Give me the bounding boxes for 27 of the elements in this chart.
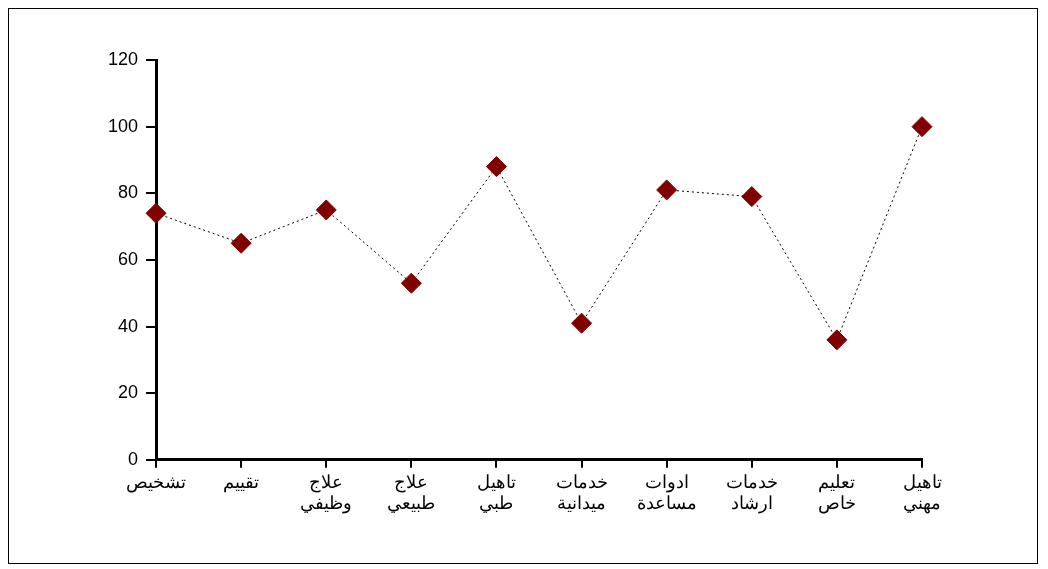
x-tick-label: تعليم خاص [817, 471, 856, 515]
y-tick-label: 80 [118, 182, 139, 203]
point [230, 232, 252, 254]
x-tick-label: تشخيص [126, 471, 187, 493]
x-tick-label: خدمات ميدانية [555, 471, 608, 514]
x-tick-label: تاهيل مهني [902, 471, 942, 515]
x-tick-label: علاج طبيعي [387, 471, 436, 514]
x-tick-label: علاج وظيفي [300, 471, 353, 515]
point [656, 179, 678, 201]
x-tick-label: تاهيل طبي [476, 471, 516, 514]
point [741, 186, 763, 208]
x-tick-label: خدمات ارشاد [725, 471, 778, 515]
point [571, 312, 593, 334]
point [400, 272, 422, 294]
y-tick-label: 60 [118, 248, 139, 269]
point [826, 329, 848, 351]
y-tick-label: 120 [107, 48, 139, 69]
y-tick-label: 20 [118, 382, 139, 403]
point [315, 199, 337, 221]
y-tick-label: 100 [107, 115, 139, 136]
point [911, 116, 933, 138]
y-tick-label: 40 [118, 315, 139, 336]
x-tick-label: ادوات مساعدة [636, 471, 697, 514]
y-tick-label: 0 [128, 448, 139, 469]
point [145, 202, 167, 224]
x-tick-label: تقييم [223, 471, 260, 493]
point [485, 156, 507, 178]
